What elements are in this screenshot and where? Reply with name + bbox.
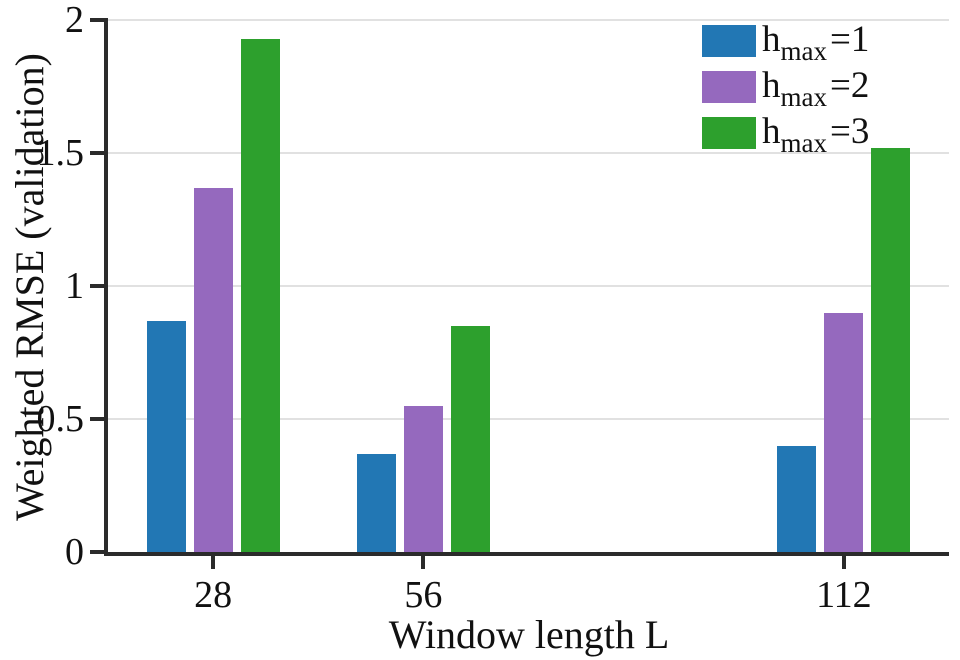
legend-label-hmax1: hmax=1: [762, 19, 870, 66]
x-tick-label: 56: [404, 574, 443, 616]
y-tick-label: 2: [65, 0, 84, 41]
y-axis-title: Weighted RMSE (validation): [7, 53, 52, 521]
bar-hmax3-L56: [450, 325, 490, 552]
legend: hmax=1 hmax=2 hmax=3: [702, 18, 870, 158]
legend-swatch-hmax2: [702, 71, 756, 103]
x-tick-label: 28: [194, 574, 233, 616]
legend-label-hmax2: hmax=2: [762, 65, 870, 112]
bar-hmax1-L112: [777, 445, 817, 552]
legend-item-hmax3: hmax=3: [702, 110, 870, 158]
legend-item-hmax2: hmax=2: [702, 64, 870, 112]
bar-hmax3-L28: [240, 38, 280, 552]
y-tick-label: 0.5: [36, 398, 85, 440]
legend-item-hmax1: hmax=1: [702, 18, 870, 66]
legend-swatch-hmax1: [702, 25, 756, 57]
y-axis-tick: [90, 151, 104, 155]
gridline: [108, 152, 949, 154]
bar-hmax2-L28: [193, 187, 233, 552]
bar-hmax1-L28: [146, 320, 186, 552]
y-tick-label: 0: [65, 531, 84, 573]
x-axis-tick: [421, 556, 426, 569]
x-axis-tick: [841, 556, 846, 569]
y-axis-tick: [90, 550, 104, 554]
y-axis-tick: [90, 417, 104, 421]
x-tick-label: 112: [816, 574, 872, 616]
bar-hmax3-L112: [871, 147, 911, 552]
x-axis-line: [104, 552, 949, 556]
legend-swatch-hmax3: [702, 117, 756, 149]
gridline: [108, 285, 949, 287]
bar-hmax2-L112: [824, 312, 864, 552]
y-axis-line: [104, 18, 108, 556]
gridline: [108, 418, 949, 420]
x-axis-title: Window length L: [388, 612, 670, 657]
y-axis-tick: [90, 18, 104, 22]
x-axis-tick: [211, 556, 216, 569]
y-tick-label: 1: [65, 265, 84, 307]
bar-hmax1-L56: [356, 453, 396, 552]
y-tick-label: 1.5: [36, 132, 85, 174]
gridline: [108, 19, 949, 21]
bar-hmax2-L56: [403, 405, 443, 552]
legend-label-hmax3: hmax=3: [762, 111, 870, 158]
y-axis-tick: [90, 284, 104, 288]
